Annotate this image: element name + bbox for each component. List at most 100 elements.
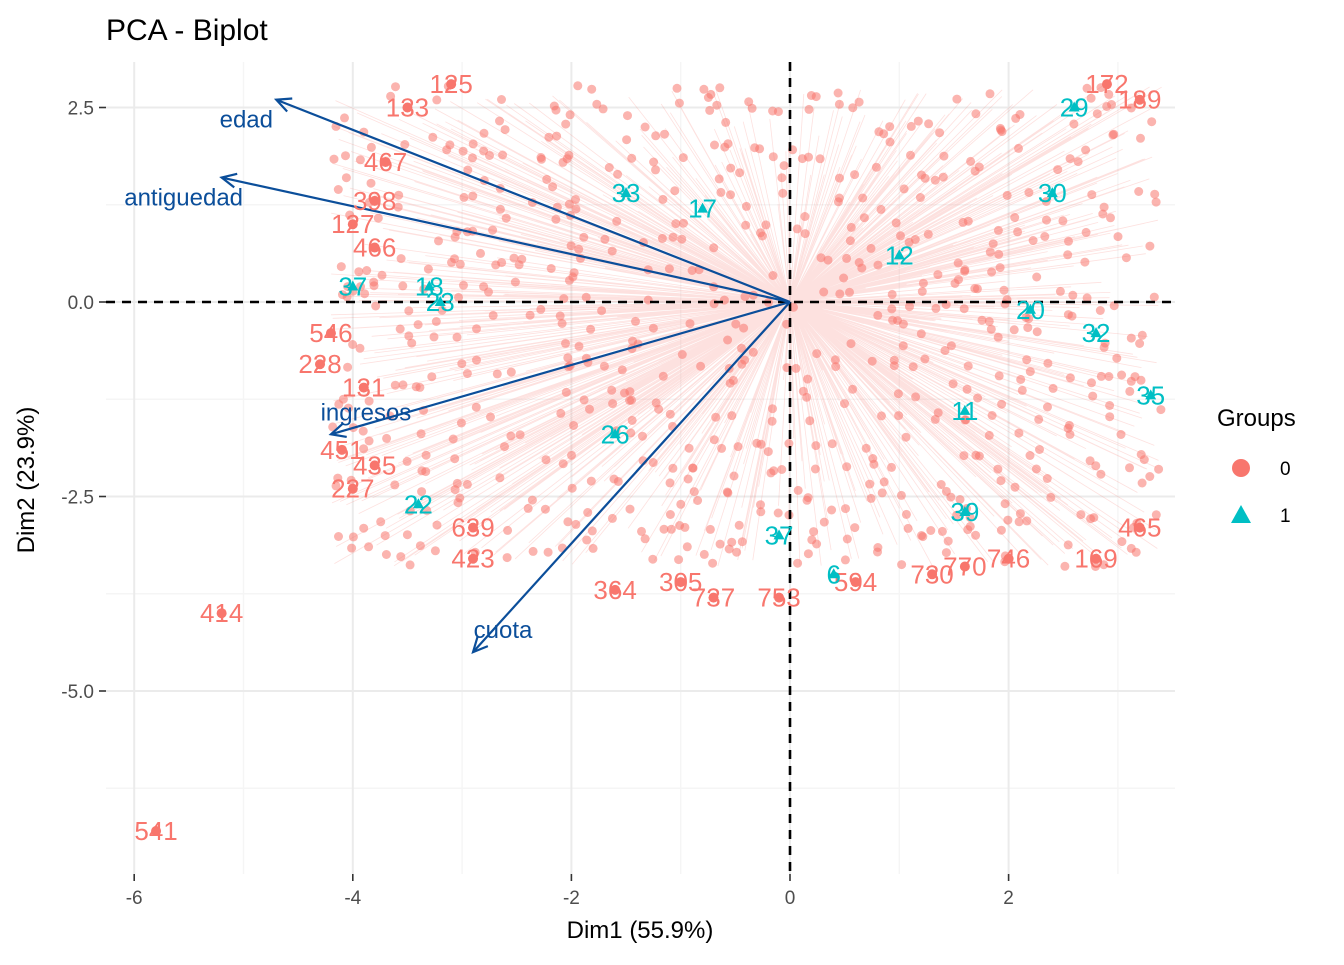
cloud-point bbox=[609, 474, 619, 484]
cloud-point bbox=[658, 194, 668, 204]
cloud-point bbox=[1010, 482, 1020, 492]
cloud-point bbox=[685, 319, 695, 329]
cloud-point bbox=[377, 270, 387, 280]
cloud-point bbox=[696, 361, 706, 371]
cloud-point bbox=[348, 340, 358, 349]
cloud-point bbox=[823, 255, 833, 265]
cloud-point bbox=[587, 526, 597, 536]
cloud-point bbox=[841, 504, 850, 514]
cloud-point bbox=[897, 560, 907, 570]
cloud-point bbox=[1089, 513, 1099, 523]
cloud-point bbox=[1013, 227, 1023, 237]
cloud-point bbox=[1002, 190, 1012, 200]
cloud-point bbox=[468, 139, 478, 149]
cloud-point bbox=[938, 172, 948, 182]
cloud-point bbox=[996, 476, 1006, 486]
cloud-point bbox=[665, 478, 675, 488]
cloud-point bbox=[1109, 301, 1119, 311]
cloud-point bbox=[877, 411, 886, 421]
cloud-point bbox=[1145, 241, 1155, 251]
cloud-point bbox=[993, 225, 1003, 235]
cloud-point bbox=[768, 271, 778, 280]
cloud-point bbox=[939, 151, 949, 161]
cloud-point bbox=[993, 464, 1003, 474]
cloud-point bbox=[891, 218, 901, 228]
cloud-point bbox=[359, 444, 369, 454]
cloud-point bbox=[986, 324, 996, 334]
cloud-point bbox=[563, 353, 573, 363]
cloud-point bbox=[798, 386, 808, 396]
cloud-point bbox=[566, 241, 576, 251]
cloud-point bbox=[741, 201, 751, 211]
cloud-point bbox=[901, 509, 911, 519]
cloud-point bbox=[842, 253, 852, 263]
cloud-point bbox=[1022, 516, 1032, 526]
cloud-point bbox=[675, 521, 685, 530]
cloud-point bbox=[405, 506, 415, 516]
cloud-point bbox=[672, 83, 682, 93]
cloud-point bbox=[709, 299, 719, 309]
cloud-point bbox=[565, 110, 575, 120]
cloud-point bbox=[740, 292, 750, 302]
cloud-point bbox=[842, 462, 852, 472]
point-label: 6 bbox=[826, 559, 840, 589]
cloud-point bbox=[1068, 290, 1078, 300]
cloud-point bbox=[859, 213, 869, 223]
point-marker bbox=[336, 444, 347, 455]
point-label: 26 bbox=[601, 419, 630, 449]
point-label: 20 bbox=[1016, 295, 1045, 325]
cloud-point bbox=[355, 155, 365, 165]
point-label: 125 bbox=[429, 69, 472, 99]
point-marker bbox=[412, 498, 424, 509]
cloud-point bbox=[709, 243, 719, 253]
cloud-point bbox=[447, 257, 456, 267]
cloud-point bbox=[564, 275, 574, 285]
cloud-point bbox=[557, 319, 567, 328]
cloud-point bbox=[454, 292, 463, 302]
cloud-point bbox=[432, 520, 442, 530]
point-label: 18 bbox=[415, 271, 444, 301]
cloud-point bbox=[1021, 313, 1031, 323]
cloud-point bbox=[415, 541, 425, 551]
point-marker bbox=[927, 569, 938, 580]
cloud-point bbox=[948, 379, 958, 389]
point-marker bbox=[675, 577, 686, 588]
cloud-point bbox=[404, 331, 414, 341]
cloud-point bbox=[1105, 401, 1115, 410]
cloud-point bbox=[819, 287, 829, 297]
cloud-point bbox=[437, 305, 447, 315]
cloud-point bbox=[1076, 510, 1086, 520]
cloud-point bbox=[1112, 353, 1122, 363]
cloud-point bbox=[994, 249, 1004, 259]
cloud-point bbox=[1095, 306, 1105, 315]
cloud-point bbox=[1009, 325, 1019, 335]
x-axis-title: Dim1 (55.9%) bbox=[567, 917, 714, 944]
point-marker bbox=[610, 584, 621, 595]
cloud-point bbox=[1126, 543, 1136, 553]
cloud-point bbox=[354, 267, 364, 277]
point-marker bbox=[1068, 101, 1080, 112]
cloud-point bbox=[640, 534, 650, 544]
cloud-point bbox=[717, 443, 727, 453]
cloud-point bbox=[739, 323, 749, 333]
cloud-point bbox=[561, 387, 571, 397]
point-label: 398 bbox=[353, 186, 396, 216]
cloud-point bbox=[977, 315, 987, 325]
cloud-point bbox=[987, 267, 997, 277]
cloud-point bbox=[380, 531, 390, 541]
variable-arrowhead-ingresos bbox=[328, 422, 347, 439]
cloud-point bbox=[1100, 338, 1110, 348]
cloud-point bbox=[865, 479, 875, 489]
cloud-point bbox=[866, 493, 876, 503]
cloud-point bbox=[343, 403, 353, 413]
cloud-point bbox=[800, 229, 810, 239]
point-label: 33 bbox=[612, 178, 641, 208]
cloud-point bbox=[731, 319, 741, 329]
cloud-point bbox=[792, 224, 802, 234]
cloud-point bbox=[448, 434, 458, 444]
variable-arrowhead-edad bbox=[273, 97, 293, 113]
cloud-point bbox=[970, 166, 980, 176]
cloud-point bbox=[400, 140, 410, 149]
cloud-point bbox=[905, 302, 914, 312]
cloud-point bbox=[805, 416, 815, 426]
